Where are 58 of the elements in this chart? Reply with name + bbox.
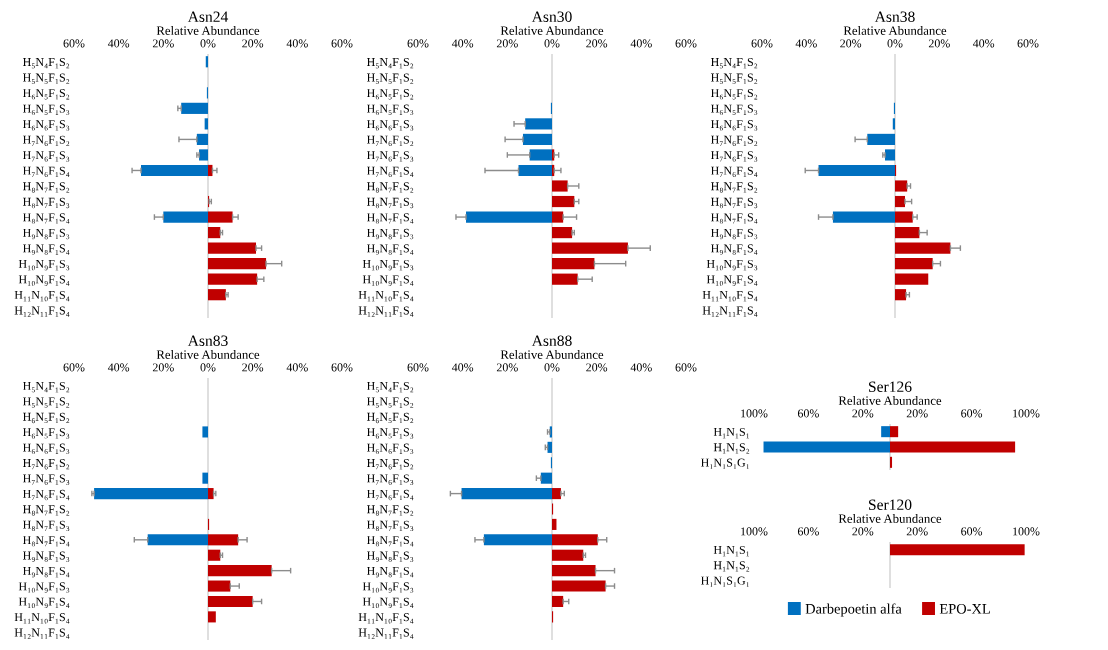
- bar: [867, 133, 895, 145]
- bar: [895, 211, 913, 223]
- bar: [552, 242, 628, 254]
- bar: [540, 472, 552, 484]
- bar: [518, 164, 552, 177]
- bar: [895, 180, 908, 192]
- bar: [895, 195, 905, 208]
- bar: [552, 595, 564, 608]
- bar: [763, 441, 890, 453]
- bar: [552, 211, 564, 223]
- bar: [885, 149, 895, 161]
- bar: [208, 227, 221, 239]
- bar: [181, 102, 208, 114]
- bar: [208, 565, 272, 577]
- bar: [895, 227, 920, 239]
- bar: [552, 195, 575, 208]
- bar: [208, 242, 257, 254]
- bar: [552, 549, 584, 561]
- bar: [890, 441, 1016, 453]
- bar: [147, 534, 208, 546]
- bar: [552, 565, 596, 577]
- bar: [199, 149, 208, 161]
- bar: [94, 488, 208, 500]
- bar: [832, 211, 895, 223]
- bar: [552, 227, 573, 239]
- bar: [895, 242, 951, 254]
- bar: [208, 211, 233, 223]
- bar: [208, 549, 221, 561]
- bar: [552, 180, 568, 192]
- bar: [525, 118, 552, 130]
- bar: [818, 164, 895, 177]
- bar: [163, 211, 208, 223]
- bar: [529, 149, 552, 161]
- bar: [208, 580, 231, 592]
- bar: [552, 273, 578, 285]
- bar: [552, 580, 606, 592]
- bar: [196, 133, 208, 145]
- bar: [208, 611, 216, 623]
- bar: [202, 472, 208, 484]
- bar: [552, 488, 561, 500]
- bar: [552, 258, 595, 270]
- bar: [208, 273, 258, 285]
- bar: [208, 258, 267, 270]
- bar: [895, 273, 929, 285]
- bar: [202, 426, 208, 438]
- bar: [895, 258, 933, 270]
- bar: [522, 133, 552, 145]
- bar: [461, 488, 552, 500]
- bar: [890, 426, 899, 438]
- bar: [141, 164, 208, 177]
- bar: [208, 595, 253, 608]
- bar: [552, 534, 598, 546]
- bar: [895, 289, 907, 301]
- bar: [208, 289, 226, 301]
- bar: [208, 534, 239, 546]
- bar: [466, 211, 552, 223]
- bar: [881, 426, 890, 438]
- bar: [483, 534, 552, 546]
